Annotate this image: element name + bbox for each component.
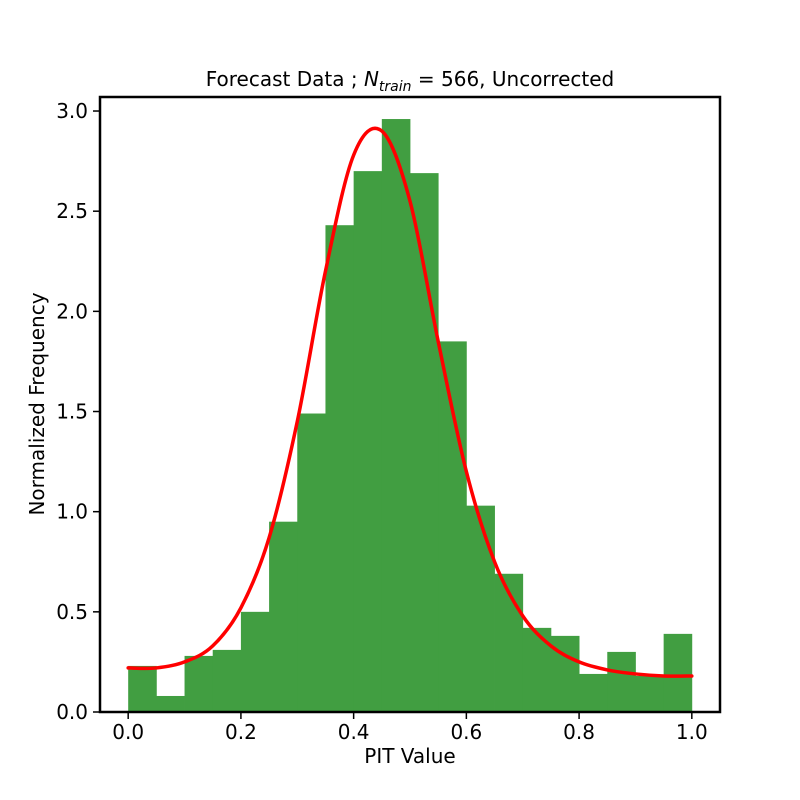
x-tick-label: 1.0 — [676, 720, 708, 744]
y-tick-label: 0.0 — [56, 700, 88, 724]
histogram-bar — [663, 633, 693, 712]
histogram-bar — [325, 225, 355, 712]
chart-title-prefix: Forecast Data ; — [206, 67, 364, 91]
histogram-bar — [269, 521, 298, 712]
histogram-bar — [494, 573, 524, 712]
x-tick-label: 0.2 — [225, 720, 257, 744]
x-tick-label: 0.4 — [338, 720, 370, 744]
histogram-bar — [466, 505, 495, 712]
histogram-bar — [579, 673, 608, 712]
chart-title-symbol: N — [364, 67, 379, 91]
chart-title: Forecast Data ; Ntrain = 566, Uncorrecte… — [206, 67, 614, 95]
histogram-bar — [240, 611, 270, 712]
histogram-bar — [438, 341, 467, 712]
chart-title-suffix: = 566, Uncorrected — [412, 67, 615, 91]
histogram-bar — [212, 649, 242, 712]
histogram-bar — [607, 651, 636, 712]
x-axis-ticks: 0.0 0.2 0.4 0.6 0.8 1.0 — [112, 712, 708, 744]
y-tick-label: 2.5 — [56, 199, 88, 223]
y-tick-label: 1.0 — [56, 500, 88, 524]
x-axis-label: PIT Value — [364, 744, 455, 768]
histogram-bar — [297, 413, 326, 712]
fit-curve-line — [126, 126, 694, 678]
y-tick-label: 2.0 — [56, 299, 88, 323]
plot-frame — [98, 95, 722, 714]
histogram-bar — [128, 665, 157, 712]
histogram-bar — [410, 173, 439, 712]
histogram-bar — [635, 675, 665, 712]
x-tick-label: 0.6 — [450, 720, 482, 744]
histogram-bar — [353, 171, 383, 713]
histogram-bar — [156, 695, 185, 712]
x-tick-label: 0.8 — [563, 720, 595, 744]
x-tick-label: 0.0 — [112, 720, 144, 744]
y-axis-label: Normalized Frequency — [25, 292, 49, 515]
chart-title-subscript: train — [379, 79, 412, 95]
histogram-bars — [128, 119, 693, 713]
y-tick-label: 1.5 — [56, 400, 88, 424]
y-tick-label: 3.0 — [56, 99, 88, 123]
histogram-bar — [184, 655, 214, 712]
y-axis-ticks: 0.0 0.5 1.0 1.5 2.0 2.5 3.0 — [56, 99, 100, 724]
y-tick-label: 0.5 — [56, 600, 88, 624]
histogram-bar — [381, 119, 411, 712]
